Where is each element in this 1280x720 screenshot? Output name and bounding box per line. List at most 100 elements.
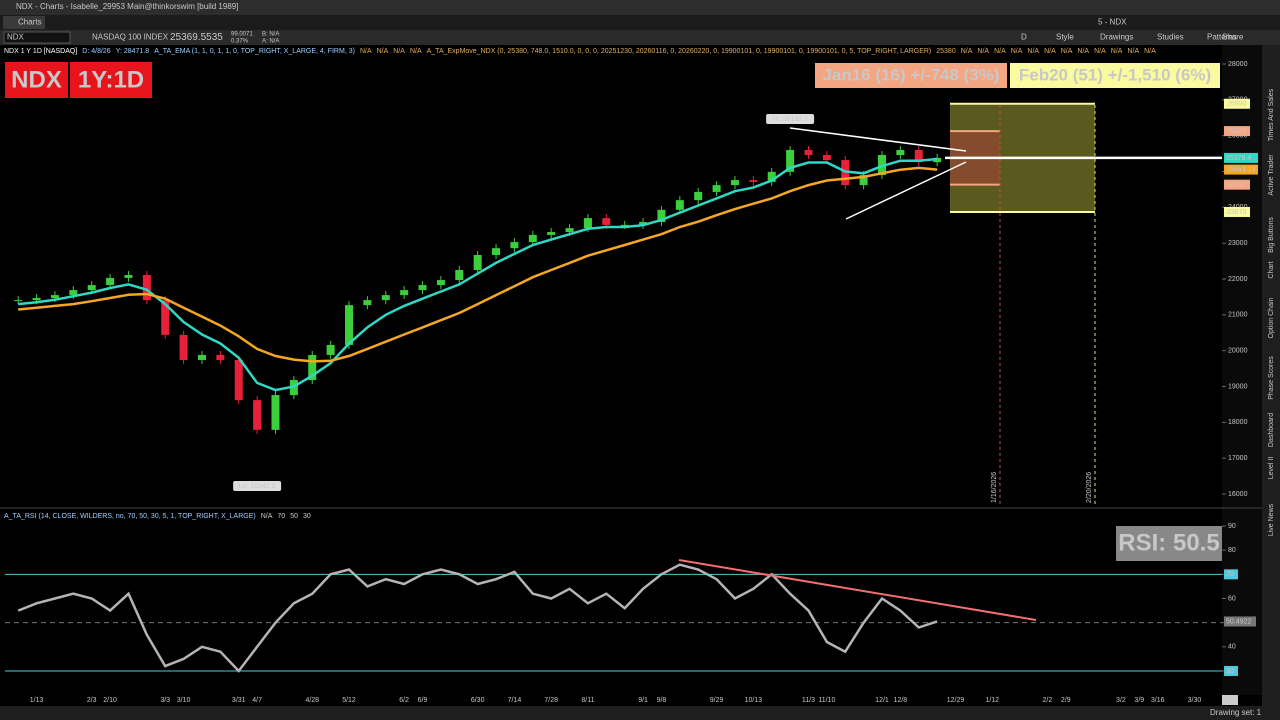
chart-title: 1Y:1D bbox=[78, 66, 144, 93]
expected-move-label: Feb20 (51) +/-1,510 (6%) bbox=[1019, 65, 1211, 84]
toolbar-button[interactable]: Style bbox=[1056, 33, 1074, 42]
axis-label-box bbox=[1224, 164, 1258, 175]
study-header: N/A bbox=[1044, 48, 1056, 55]
sidebar-tab[interactable]: Live News bbox=[1268, 503, 1275, 536]
x-tick-label: 7/14 bbox=[508, 697, 522, 704]
candle bbox=[253, 400, 262, 430]
candle bbox=[308, 354, 317, 381]
sidebar-tab[interactable]: Chart bbox=[1268, 261, 1275, 278]
candle bbox=[436, 280, 445, 286]
x-tick-label: 1/12 bbox=[985, 697, 999, 704]
candle bbox=[492, 248, 501, 255]
rsi-header: 50 bbox=[290, 513, 298, 520]
expected-move-header bbox=[815, 63, 1007, 88]
x-tick-label: 8/11 bbox=[581, 697, 594, 704]
x-tick-label: 5/12 bbox=[342, 697, 356, 704]
candle bbox=[675, 200, 684, 210]
rsi-header: 30 bbox=[303, 513, 311, 520]
study-header: 25380 bbox=[936, 48, 956, 55]
x-tick-label: 3/30 bbox=[1188, 697, 1202, 704]
symbol-box[interactable] bbox=[3, 31, 71, 44]
sidebar-tab[interactable]: Level II bbox=[1268, 457, 1275, 480]
candle bbox=[326, 344, 335, 355]
y-tick-label: 80 bbox=[1228, 547, 1236, 554]
study-header: N/A bbox=[1077, 48, 1089, 55]
study-header: N/A bbox=[1144, 48, 1156, 55]
symbol[interactable]: NDX bbox=[7, 33, 25, 42]
y-tick-label: 17000 bbox=[1228, 455, 1248, 462]
toolbar-button[interactable]: Patterns bbox=[1207, 33, 1237, 42]
x-tick-label: 7/28 bbox=[544, 697, 558, 704]
axis-label-box bbox=[1224, 98, 1250, 109]
sidebar-tab[interactable]: Dashboard bbox=[1268, 413, 1275, 447]
axis-label-box bbox=[1224, 179, 1250, 190]
tab-label[interactable]: Charts bbox=[18, 18, 42, 27]
x-tick-label: 11/3 bbox=[802, 697, 815, 704]
candle bbox=[859, 175, 868, 186]
candle bbox=[14, 300, 23, 302]
axis-label: 70 bbox=[1226, 571, 1234, 578]
drawing-set[interactable]: Drawing set: 1 bbox=[1210, 708, 1262, 717]
study-header: N/A bbox=[961, 48, 973, 55]
x-tick-label: 6/9 bbox=[418, 697, 428, 704]
candle bbox=[106, 277, 115, 286]
status-bar bbox=[0, 706, 1262, 720]
candle bbox=[197, 354, 206, 360]
study-header: N/A bbox=[1094, 48, 1106, 55]
trendline bbox=[845, 161, 967, 220]
toolbar-button[interactable]: Drawings bbox=[1100, 33, 1133, 42]
axis-label-box bbox=[1224, 665, 1238, 676]
sidebar-tab[interactable]: Phase Scores bbox=[1268, 356, 1275, 400]
toolbar-button[interactable]: Share bbox=[1222, 33, 1244, 42]
title-bar bbox=[0, 0, 1280, 15]
rsi-title: RSI: 50.5 bbox=[1118, 529, 1219, 556]
x-tick-label: 6/30 bbox=[471, 697, 485, 704]
candle bbox=[381, 295, 390, 301]
candle bbox=[271, 395, 280, 430]
trendline bbox=[789, 127, 967, 152]
candle bbox=[87, 285, 96, 291]
axis-label-box bbox=[1224, 152, 1258, 163]
x-tick-label: 3/10 bbox=[177, 697, 191, 704]
hilo-box bbox=[233, 481, 282, 491]
candle bbox=[455, 270, 464, 281]
x-tick-label: 2/9 bbox=[1061, 697, 1071, 704]
sidebar-tab[interactable]: Active Trader bbox=[1268, 154, 1275, 196]
candle bbox=[602, 218, 611, 225]
study-header: N/A bbox=[1011, 48, 1023, 55]
toolbar-button[interactable]: D bbox=[1021, 33, 1027, 42]
sidebar bbox=[1262, 45, 1280, 720]
rsi-header: N/A bbox=[261, 513, 273, 520]
axis-label-box bbox=[1224, 616, 1256, 627]
expected-move-header bbox=[1010, 63, 1220, 88]
y-tick-label: 18000 bbox=[1228, 419, 1248, 426]
sidebar-tab[interactable]: Big Buttons bbox=[1268, 217, 1275, 253]
x-tick-label: 3/31 bbox=[232, 697, 246, 704]
toolbar bbox=[0, 30, 1280, 45]
study-header: N/A bbox=[977, 48, 989, 55]
axis-label: 25378.4 bbox=[1226, 155, 1251, 162]
x-tick-label: 3/16 bbox=[1151, 697, 1165, 704]
sidebar-tab[interactable]: Times And Sales bbox=[1268, 88, 1275, 141]
y-tick-label: 16000 bbox=[1228, 491, 1248, 498]
x-tick-label: 3/2 bbox=[1116, 697, 1126, 704]
candle bbox=[786, 149, 795, 172]
cursor-date-box bbox=[1222, 695, 1238, 705]
sidebar-tab[interactable]: Option Chain bbox=[1268, 297, 1275, 338]
x-tick-label: 2/2 bbox=[1043, 697, 1053, 704]
axis-label-box bbox=[1224, 569, 1238, 580]
toolbar-button[interactable]: Studies bbox=[1157, 33, 1184, 42]
candle bbox=[50, 295, 59, 298]
study-header: N/A bbox=[1061, 48, 1073, 55]
candle bbox=[712, 185, 721, 192]
axis-label: 24632 bbox=[1227, 182, 1247, 189]
tab-bar bbox=[0, 15, 1280, 30]
x-tick-label: 12/29 bbox=[947, 697, 965, 704]
tab[interactable] bbox=[3, 16, 45, 29]
x-tick-label: 2/3 bbox=[87, 697, 97, 704]
link-label[interactable]: 5 - NDX bbox=[1098, 18, 1127, 27]
y-tick-label: 21000 bbox=[1228, 312, 1248, 319]
axis-label: 25053.13 bbox=[1226, 166, 1255, 173]
